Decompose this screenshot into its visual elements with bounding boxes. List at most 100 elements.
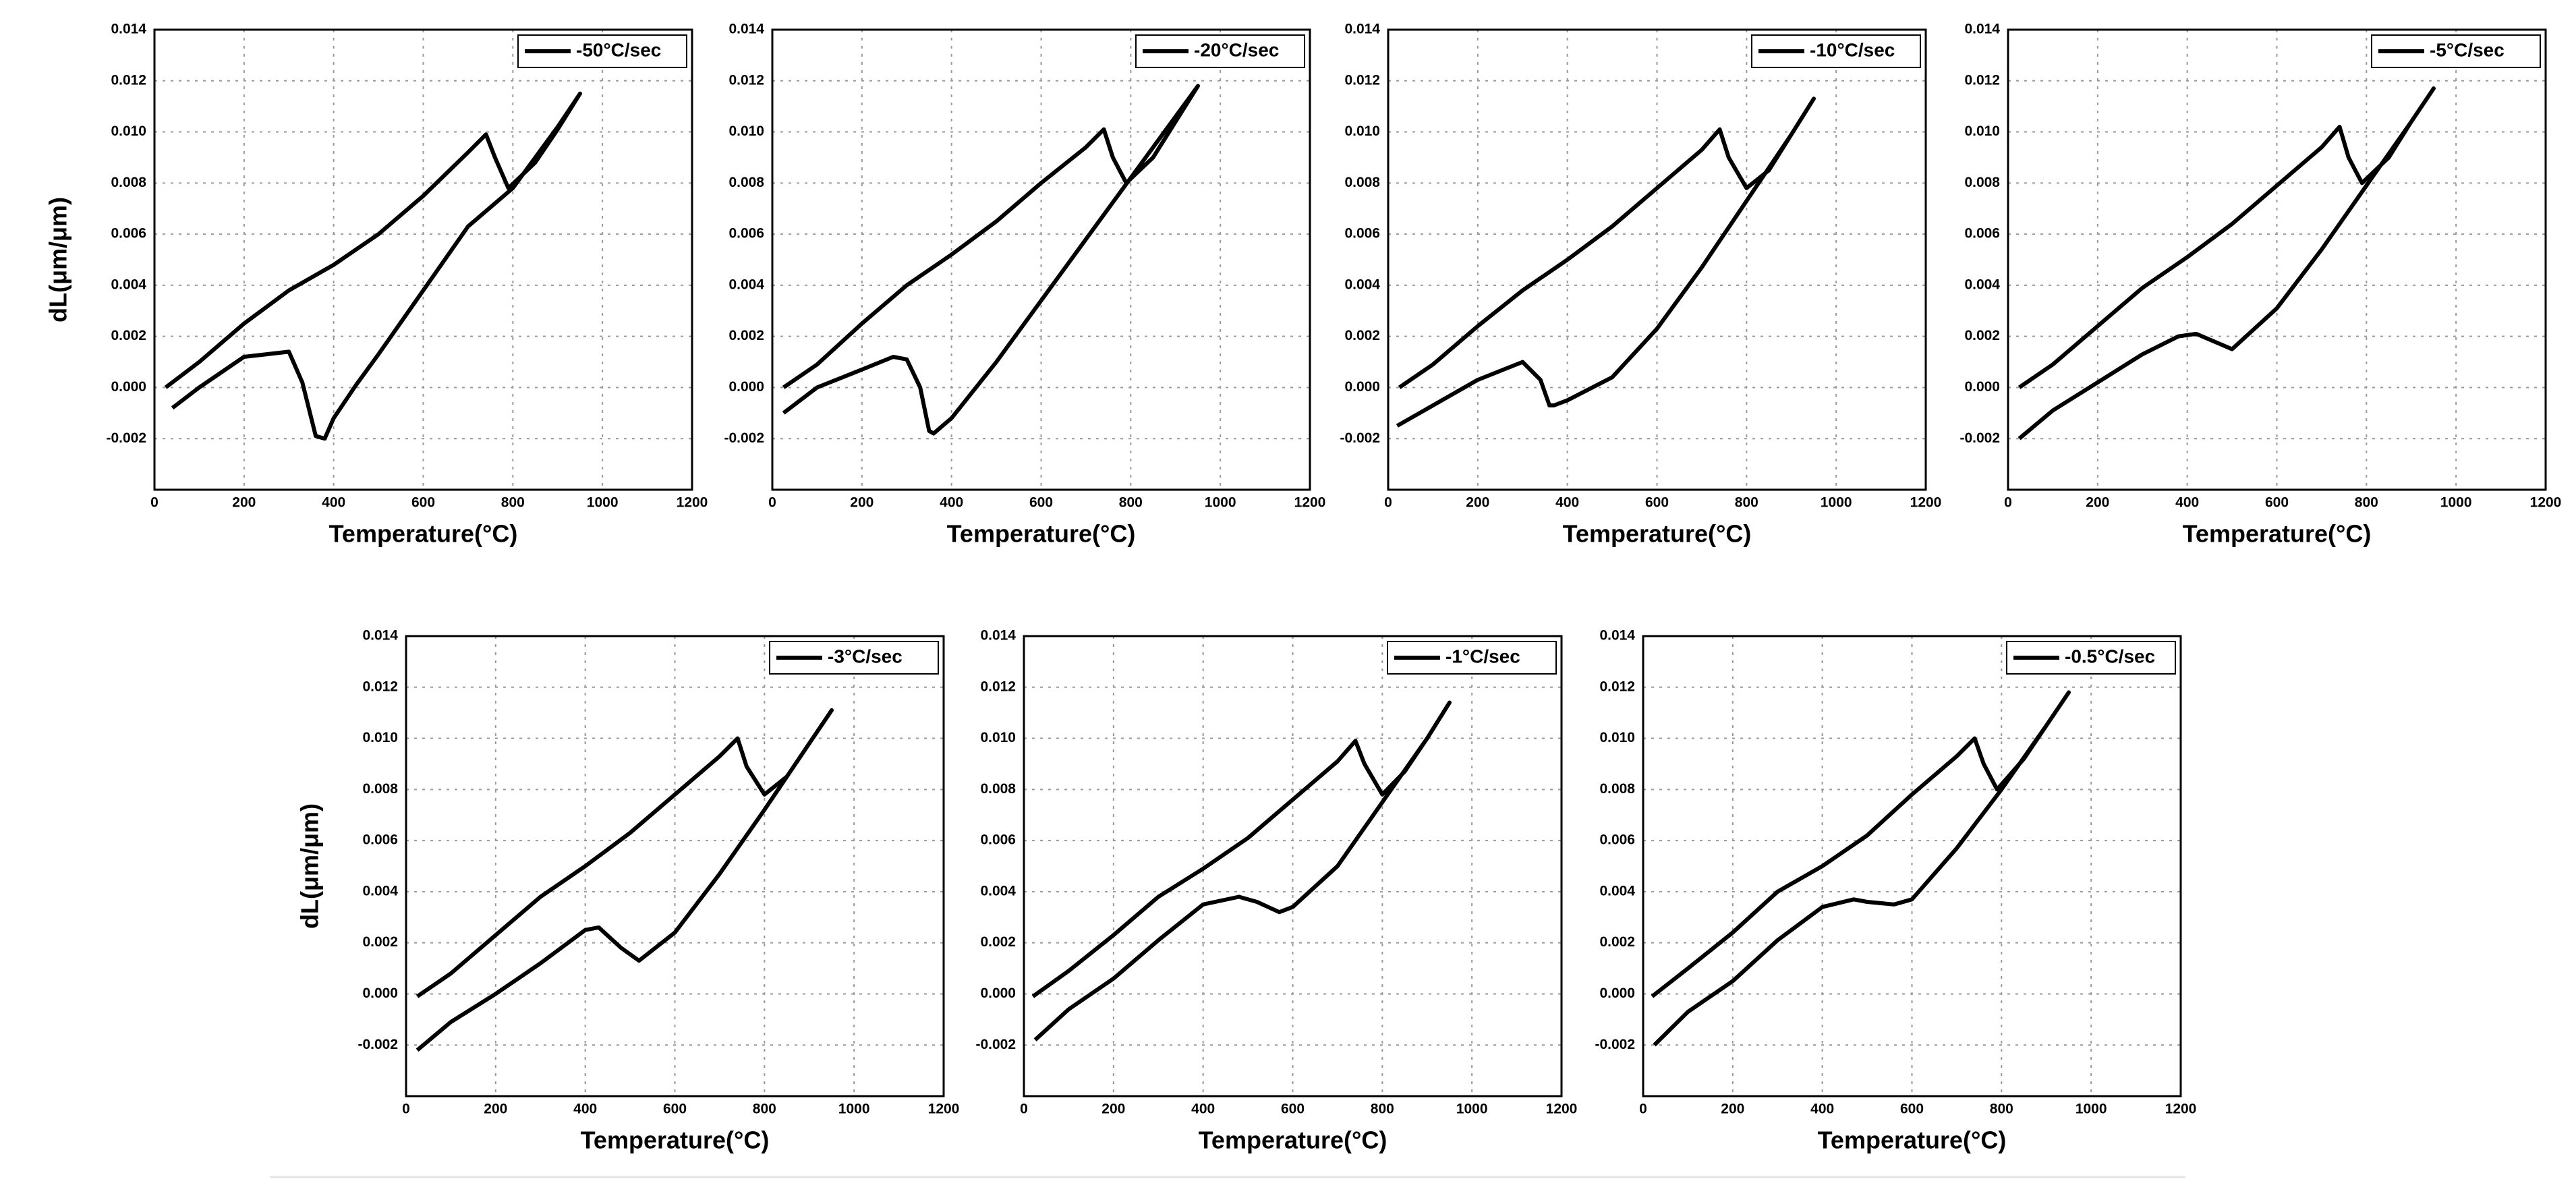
y-tick-label: 0.006 <box>1964 226 2000 241</box>
panel: -0.002 0.000 0.002 0.004 0.006 0.008 0.010 0.01… <box>975 628 1577 1154</box>
x-tick-label: 200 <box>1466 495 1489 511</box>
x-tick-label: 1000 <box>1456 1102 1488 1117</box>
y-tick-label: 0.004 <box>1964 277 2000 292</box>
x-tick-label: 600 <box>411 495 435 511</box>
y-tick-label: 0.000 <box>1964 379 2000 395</box>
y-tick-label: 0.008 <box>1599 781 1635 797</box>
x-tick-label: 1000 <box>1821 495 1852 511</box>
data-line <box>1651 690 2071 1047</box>
y-tick-label: 0.002 <box>111 328 146 343</box>
x-tick-label: 0 <box>402 1102 410 1117</box>
y-tick-label: 0.006 <box>980 832 1016 848</box>
y-tick-label: 0.008 <box>1344 175 1380 190</box>
y-tick-label: 0.006 <box>362 832 398 848</box>
legend-label: -1°C/sec <box>1446 646 1520 666</box>
y-tick-label: 0.010 <box>1964 123 2000 139</box>
y-tick-label: 0.014 <box>980 628 1016 644</box>
y-tick-label: 0.006 <box>728 226 764 241</box>
y-tick-label: 0.000 <box>111 379 146 395</box>
panel: -0.002 0.000 0.002 0.004 0.006 0.008 0.010 0.01… <box>1595 628 2196 1154</box>
x-tick-label: 200 <box>1101 1102 1125 1117</box>
plot-frame <box>1023 635 1563 1097</box>
legend-label: -10°C/sec <box>1810 39 1895 60</box>
data-line <box>416 708 834 1052</box>
legend-label: -3°C/sec <box>828 646 903 666</box>
x-tick-label: 800 <box>2355 495 2378 511</box>
data-line <box>1031 700 1452 1042</box>
y-tick-label: -0.002 <box>724 430 764 446</box>
x-tick-label: 0 <box>2004 495 2012 511</box>
x-tick-label: 800 <box>1119 495 1143 511</box>
x-tick-label: 0 <box>768 495 776 511</box>
plot-frame <box>1387 28 1927 491</box>
x-tick-label: 1200 <box>928 1102 960 1117</box>
x-tick-label: 800 <box>753 1102 776 1117</box>
x-tick-label: 400 <box>322 495 345 511</box>
panel: -0.002 0.000 0.002 0.004 0.006 0.008 0.010 0.01… <box>1959 22 2561 548</box>
data-line <box>164 91 582 441</box>
x-tick-label: 600 <box>1645 495 1669 511</box>
y-tick-label: 0.012 <box>1599 679 1635 694</box>
x-tick-label: 600 <box>1900 1102 1924 1117</box>
legend: -0.5°C/sec <box>2006 641 2176 675</box>
x-tick-label: 1200 <box>2530 495 2562 511</box>
legend: -1°C/sec <box>1387 641 1557 675</box>
x-tick-label: 400 <box>1810 1102 1834 1117</box>
legend-label: -5°C/sec <box>2430 39 2505 60</box>
y-tick-label: 0.002 <box>1964 328 2000 343</box>
x-tick-label: 200 <box>1721 1102 1744 1117</box>
x-axis-title: Temperature(°C) <box>947 520 1136 548</box>
legend-label: -0.5°C/sec <box>2065 646 2155 666</box>
x-tick-label: 200 <box>484 1102 507 1117</box>
x-tick-label: 1000 <box>1205 495 1236 511</box>
x-tick-label: 400 <box>940 495 963 511</box>
x-axis-title: Temperature(°C) <box>581 1126 770 1154</box>
y-tick-label: 0.004 <box>980 883 1016 899</box>
y-tick-label: 0.012 <box>980 679 1016 694</box>
y-tick-label: 0.014 <box>1964 22 2000 37</box>
y-tick-label: 0.006 <box>111 226 146 241</box>
legend: -20°C/sec <box>1135 34 1305 68</box>
plot-frame <box>771 28 1311 491</box>
y-tick-label: 0.014 <box>728 22 764 37</box>
x-tick-label: 800 <box>1371 1102 1394 1117</box>
y-tick-label: 0.012 <box>362 679 398 694</box>
y-tick-label: 0.014 <box>362 628 398 644</box>
y-tick-label: 0.000 <box>1599 986 1635 1001</box>
y-tick-label: 0.010 <box>1599 730 1635 745</box>
plot-frame <box>1642 635 2182 1097</box>
x-tick-label: 1000 <box>587 495 619 511</box>
x-tick-label: 800 <box>1735 495 1758 511</box>
x-tick-label: 1200 <box>677 495 708 511</box>
x-axis-title: Temperature(°C) <box>1563 520 1752 548</box>
data-line <box>2017 86 2436 440</box>
plot-frame <box>405 635 945 1097</box>
legend-box <box>1751 34 1921 68</box>
x-axis-title: Temperature(°C) <box>2183 520 2372 548</box>
x-tick-label: 1000 <box>838 1102 870 1117</box>
panel: -0.002 0.000 0.002 0.004 0.006 0.008 0.010 0.01… <box>45 22 708 548</box>
y-tick-label: -0.002 <box>357 1037 398 1052</box>
y-tick-label: 0.004 <box>1599 883 1635 899</box>
y-tick-label: 0.010 <box>980 730 1016 745</box>
y-tick-label: 0.010 <box>728 123 764 139</box>
x-tick-label: 200 <box>850 495 874 511</box>
y-tick-label: 0.014 <box>1599 628 1635 644</box>
x-tick-label: 800 <box>1990 1102 2013 1117</box>
panel: -0.002 0.000 0.002 0.004 0.006 0.008 0.010 0.01… <box>296 628 960 1154</box>
y-tick-label: 0.004 <box>111 277 146 292</box>
y-tick-label: 0.004 <box>728 277 764 292</box>
y-tick-label: 0.010 <box>362 730 398 745</box>
y-tick-label: 0.008 <box>362 781 398 797</box>
y-tick-label: 0.000 <box>980 986 1016 1001</box>
y-tick-label: 0.002 <box>728 328 764 343</box>
x-tick-label: 0 <box>1020 1102 1028 1117</box>
y-tick-label: -0.002 <box>1340 430 1380 446</box>
x-tick-label: 400 <box>1191 1102 1215 1117</box>
y-tick-label: 0.008 <box>111 175 146 190</box>
plot-frame <box>2007 28 2547 491</box>
x-tick-label: 200 <box>2086 495 2109 511</box>
y-tick-label: -0.002 <box>1959 430 2000 446</box>
x-tick-label: 1200 <box>1910 495 1942 511</box>
